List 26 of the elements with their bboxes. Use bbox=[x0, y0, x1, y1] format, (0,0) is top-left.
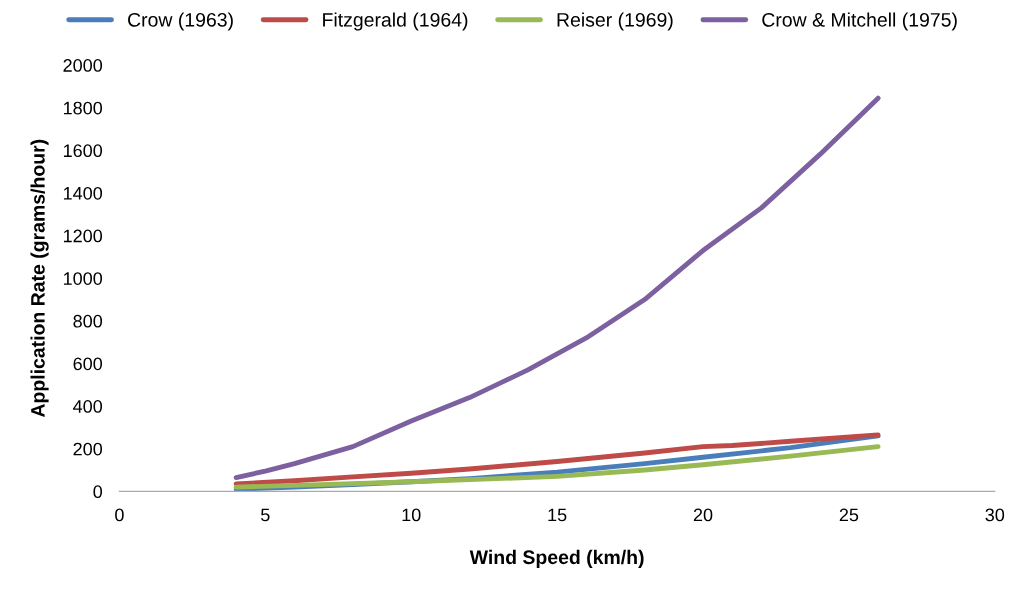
x-tick-label: 10 bbox=[402, 508, 421, 522]
y-tick-label: 1000 bbox=[63, 272, 103, 285]
y-tick-label: 1600 bbox=[63, 144, 103, 158]
x-tick-label: 5 bbox=[261, 508, 270, 522]
x-tick-label: 15 bbox=[548, 508, 567, 522]
legend-label: Fitzgerald (1964) bbox=[323, 12, 468, 31]
y-tick-label: 800 bbox=[73, 314, 103, 328]
y-tick-label: 400 bbox=[73, 400, 103, 413]
legend-label: Reiser (1969) bbox=[557, 12, 673, 31]
legend-label: Crow & Mitchell (1975) bbox=[762, 12, 957, 31]
y-tick-label: 1200 bbox=[63, 229, 103, 243]
y-tick-label: 200 bbox=[73, 442, 103, 456]
x-tick-label: 0 bbox=[115, 508, 124, 522]
x-tick-label: 25 bbox=[839, 508, 859, 522]
y-axis-title: Application Rate (grams/hour) bbox=[30, 139, 49, 418]
y-tick-label: 1400 bbox=[63, 186, 103, 200]
y-tick-label: 0 bbox=[93, 485, 103, 499]
line-series bbox=[233, 95, 881, 480]
line-series bbox=[233, 444, 881, 490]
y-tick-label: 600 bbox=[73, 357, 103, 371]
legend-label: Crow (1963) bbox=[128, 12, 233, 31]
x-tick-label: 20 bbox=[693, 508, 713, 522]
y-tick-label: 2000 bbox=[63, 59, 103, 72]
x-axis-title: Wind Speed (km/h) bbox=[469, 549, 644, 568]
x-tick-label: 30 bbox=[985, 508, 1005, 522]
y-tick-label: 1800 bbox=[63, 101, 103, 115]
